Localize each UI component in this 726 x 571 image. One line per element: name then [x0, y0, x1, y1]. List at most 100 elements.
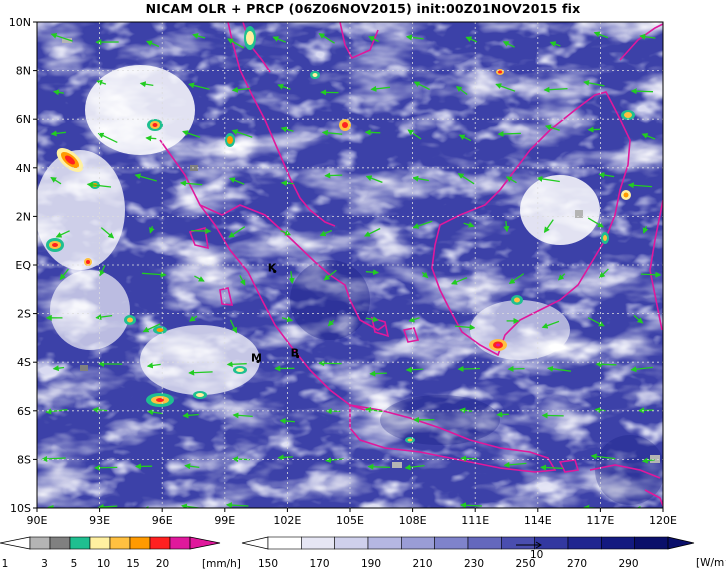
olr-swatch-8 [534, 536, 569, 550]
wind-vector-107 [457, 365, 481, 372]
wind-vector-24 [495, 83, 516, 92]
lon-label-90e: 90E [27, 514, 48, 527]
wind-vector-16 [139, 81, 154, 88]
olr-swatch-0 [267, 536, 302, 550]
wind-vector-15 [96, 79, 107, 86]
wind-vector-74 [239, 275, 246, 286]
wind-vector-56 [55, 230, 70, 238]
wind-vector-45 [179, 180, 203, 187]
wind-vector-115 [182, 412, 199, 419]
wind-vector-105 [369, 370, 387, 377]
wind-vector-40 [587, 126, 601, 133]
olr-label-150: 150 [258, 558, 278, 570]
wind-vector-13 [639, 33, 656, 40]
wind-vector-136 [503, 461, 527, 468]
wind-vector-57 [100, 227, 115, 239]
wind-vector-144 [225, 502, 249, 508]
olr-swatch-10 [601, 536, 635, 550]
wind-vector-35 [364, 129, 381, 136]
lon-label-105e: 105E [336, 514, 364, 527]
wind-vector-22 [413, 81, 430, 91]
wind-vector-37 [458, 134, 472, 142]
wind-vector-93 [454, 324, 476, 331]
wind-vector-78 [421, 271, 429, 279]
lon-label-96e: 96E [152, 514, 173, 527]
precip-unit: [mm/h] [202, 558, 241, 570]
map-title: NICAM OLR + PRCP (06Z06NOV2015) init:00Z… [145, 1, 581, 16]
precip-swatch-2 [69, 536, 91, 550]
olr-swatch-6 [467, 536, 502, 550]
wind-vector-149 [460, 502, 482, 508]
wind-vector-86 [142, 323, 161, 333]
wind-vector-26 [583, 79, 605, 87]
olr-field [37, 22, 663, 508]
wind-vector-49 [365, 175, 383, 184]
wind-vector-28 [50, 130, 66, 137]
wind-vector-123 [541, 412, 564, 419]
latitude-labels: 10N 8N 6N 4N 2N EQ 2S 4S 6S 8S 10S [9, 16, 32, 515]
wind-vector-32 [231, 129, 253, 138]
wind-vector-59 [191, 228, 212, 235]
precip-label-1: 1 [2, 558, 9, 570]
lon-label-117e: 117E [586, 514, 614, 527]
olr-label-290: 290 [618, 558, 638, 570]
lat-label-4n: 4N [16, 162, 31, 175]
wind-vector-134 [404, 464, 425, 471]
wind-vector-3 [192, 33, 206, 39]
wind-vector-0 [50, 32, 73, 42]
wind-vector-14 [52, 89, 64, 96]
wind-vector-31 [182, 130, 201, 138]
wind-vector-11 [549, 41, 561, 47]
precip-legend-high-cap [189, 536, 221, 550]
marker-dot-m [256, 359, 260, 363]
lon-label-99e: 99E [214, 514, 235, 527]
wind-vector-141 [97, 503, 118, 508]
olr-legend-low-cap [241, 536, 269, 550]
wind-vector-18 [231, 86, 251, 93]
precip-swatch-6 [149, 536, 171, 550]
wind-vector-97 [633, 314, 644, 324]
wind-vector-67 [543, 219, 554, 234]
wind-vector-68 [587, 217, 604, 228]
wind-vector-80 [508, 273, 525, 284]
wind-vector-53 [536, 175, 560, 183]
olr-swatch-7 [501, 536, 535, 550]
wind-vector-98 [52, 365, 65, 372]
olr-swatch-5 [434, 536, 469, 550]
wind-vector-46 [228, 177, 245, 185]
wind-vector-63 [364, 227, 381, 237]
wind-vector-4 [227, 38, 245, 49]
lat-label-8n: 8N [16, 65, 31, 78]
wind-vector-82 [599, 268, 609, 279]
wind-vector-125 [638, 407, 654, 414]
wind-vector-131 [277, 454, 293, 461]
olr-unit: [W/m^2] [696, 557, 726, 569]
olr-swatch-2 [334, 536, 369, 550]
wind-vector-23 [455, 85, 468, 96]
wind-vector-113 [92, 406, 108, 413]
lat-label-2n: 2N [16, 210, 31, 223]
wind-vector-72 [141, 271, 167, 278]
wind-vector-119 [364, 406, 383, 413]
wind-vector-117 [279, 417, 295, 424]
wind-vector-85 [95, 314, 113, 321]
wind-vector-58 [148, 226, 155, 234]
precip-label-10: 10 [97, 558, 110, 570]
olr-swatch-3 [367, 536, 402, 550]
wind-vector-6 [318, 33, 335, 44]
wind-vector-61 [280, 229, 292, 236]
lat-label-10s: 10S [10, 502, 31, 515]
wind-vector-12 [593, 31, 609, 39]
wind-vector-69 [642, 225, 649, 234]
lon-label-93e: 93E [89, 514, 110, 527]
precip-swatch-3 [89, 536, 111, 550]
wind-vector-42 [50, 176, 62, 185]
marker-b: B [291, 346, 299, 359]
precip-swatch-5 [129, 536, 151, 550]
wind-vector-121 [459, 407, 473, 414]
longitude-labels: 90E 93E 96E 99E 102E 105E 108E 111E 114E 117E 120E [27, 514, 677, 527]
wind-vector-87 [188, 315, 198, 322]
marker-m: M [251, 351, 262, 364]
lat-label-eq: EQ [15, 259, 31, 272]
wind-vector-2 [145, 40, 160, 48]
